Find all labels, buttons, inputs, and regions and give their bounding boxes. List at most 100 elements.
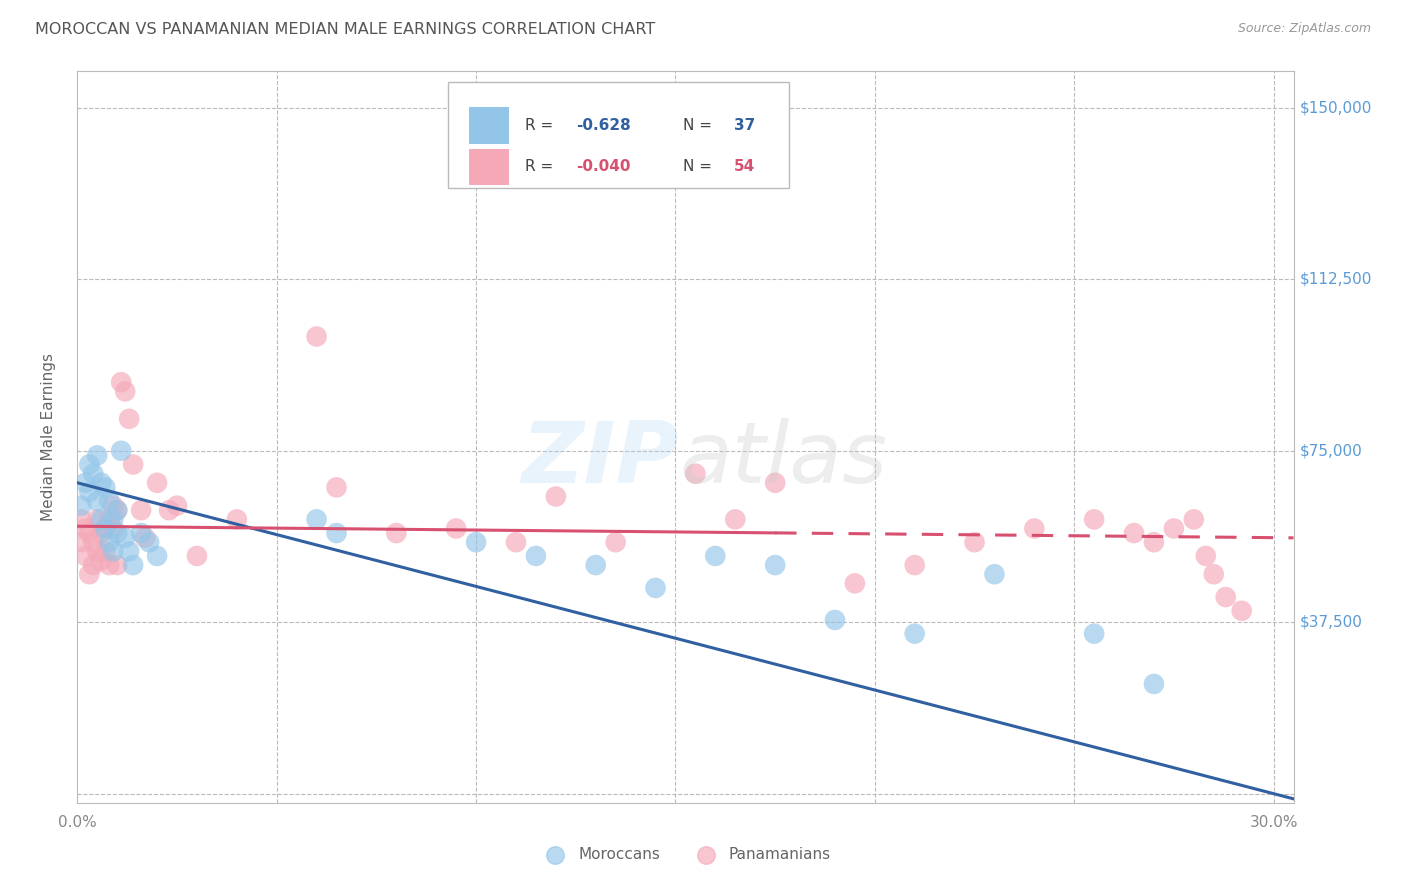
Point	[644, 581, 666, 595]
Text: -0.040: -0.040	[576, 160, 630, 175]
Point	[98, 512, 121, 526]
Point	[983, 567, 1005, 582]
Point	[844, 576, 866, 591]
Point	[904, 558, 927, 573]
Point	[146, 549, 169, 563]
Point	[105, 526, 128, 541]
Point	[94, 480, 117, 494]
Point	[105, 558, 128, 573]
Point	[134, 531, 156, 545]
Point	[1143, 677, 1166, 691]
Point	[82, 467, 104, 481]
Point	[325, 480, 347, 494]
Point	[103, 499, 125, 513]
Text: $37,500: $37,500	[1299, 615, 1362, 630]
Point	[86, 494, 108, 508]
Point	[79, 567, 101, 582]
Point	[1143, 535, 1166, 549]
Y-axis label: Median Male Earnings: Median Male Earnings	[42, 353, 56, 521]
Point	[763, 558, 786, 573]
Point	[544, 490, 567, 504]
Text: atlas: atlas	[679, 417, 887, 500]
Point	[904, 626, 927, 640]
Point	[98, 535, 121, 549]
Point	[110, 443, 132, 458]
Point	[98, 558, 121, 573]
Point	[122, 558, 145, 573]
Legend: Moroccans, Panamanians: Moroccans, Panamanians	[534, 841, 837, 868]
Point	[79, 526, 101, 541]
Bar	[470, 107, 509, 144]
Point	[1202, 567, 1225, 582]
Point	[685, 467, 707, 481]
Point	[75, 521, 97, 535]
Point	[724, 512, 747, 526]
Point	[1182, 512, 1205, 526]
Point	[103, 512, 125, 526]
Text: $112,500: $112,500	[1299, 272, 1372, 287]
Text: $75,000: $75,000	[1299, 443, 1362, 458]
Point	[1195, 549, 1218, 563]
Point	[90, 526, 112, 541]
Text: 37: 37	[734, 118, 755, 133]
Point	[1230, 604, 1253, 618]
Point	[114, 384, 136, 399]
Point	[82, 535, 104, 549]
Point	[105, 503, 128, 517]
Point	[1083, 626, 1105, 640]
Point	[963, 535, 986, 549]
Point	[114, 531, 136, 545]
Point	[824, 613, 846, 627]
Point	[1163, 521, 1185, 535]
Text: R =: R =	[524, 118, 558, 133]
Point	[129, 526, 152, 541]
Point	[86, 544, 108, 558]
Point	[105, 503, 128, 517]
Point	[524, 549, 547, 563]
Point	[70, 499, 93, 513]
Point	[70, 512, 93, 526]
Point	[1024, 521, 1046, 535]
Point	[385, 526, 408, 541]
Point	[1083, 512, 1105, 526]
Point	[305, 512, 328, 526]
Point	[166, 499, 188, 513]
Point	[103, 544, 125, 558]
Point	[225, 512, 247, 526]
Text: N =: N =	[683, 118, 717, 133]
Point	[157, 503, 180, 517]
Point	[1123, 526, 1146, 541]
Point	[82, 558, 104, 573]
Point	[129, 503, 152, 517]
Text: N =: N =	[683, 160, 717, 175]
Point	[79, 485, 101, 500]
Point	[103, 521, 125, 535]
Point	[305, 329, 328, 343]
Point	[86, 448, 108, 462]
Point	[444, 521, 467, 535]
Point	[90, 475, 112, 490]
Point	[585, 558, 607, 573]
Point	[75, 475, 97, 490]
Point	[122, 458, 145, 472]
Point	[86, 512, 108, 526]
Point	[465, 535, 488, 549]
Point	[763, 475, 786, 490]
Point	[146, 475, 169, 490]
Point	[90, 553, 112, 567]
Point	[110, 375, 132, 389]
Text: Source: ZipAtlas.com: Source: ZipAtlas.com	[1237, 22, 1371, 36]
Point	[186, 549, 208, 563]
Text: 54: 54	[734, 160, 755, 175]
Point	[138, 535, 160, 549]
Point	[94, 544, 117, 558]
Point	[94, 521, 117, 535]
Point	[70, 535, 93, 549]
Point	[94, 521, 117, 535]
Point	[325, 526, 347, 541]
Point	[605, 535, 627, 549]
Point	[704, 549, 727, 563]
Text: ZIP: ZIP	[522, 417, 679, 500]
Point	[90, 512, 112, 526]
Point	[98, 494, 121, 508]
